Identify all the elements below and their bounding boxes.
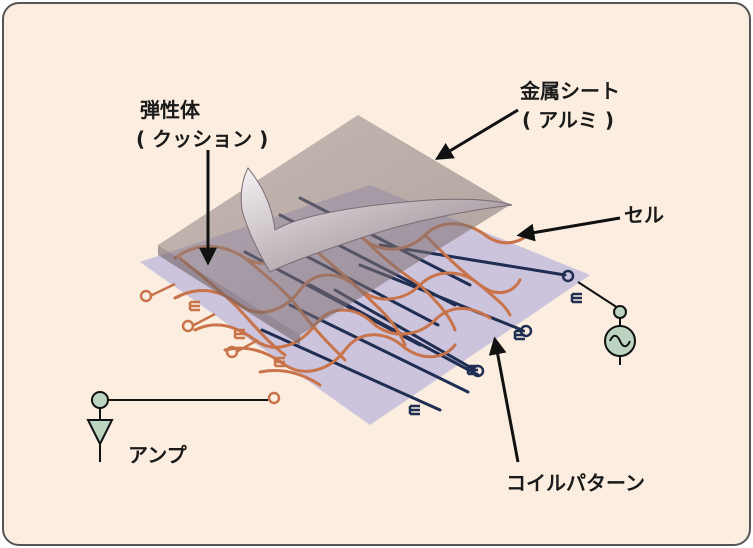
label-cell: セル (624, 203, 664, 227)
pointer-arrows (199, 108, 621, 463)
label-elastic-line2: ( クッション ) (136, 127, 268, 151)
arrow-cell (516, 216, 621, 242)
coil-terminals-navy (408, 269, 582, 416)
ac-source-node (613, 305, 627, 319)
coil-terminals-orange (139, 282, 285, 405)
arrow-metal (434, 108, 519, 160)
label-coil-pattern: コイルパターン (506, 471, 645, 495)
amplifier-icon (86, 419, 114, 447)
label-metal-line1: 金属シート (519, 79, 620, 103)
metal-sheet-edge (158, 245, 300, 345)
label-metal-line2: ( アルミ ) (522, 108, 614, 132)
label-amp: アンプ (128, 443, 188, 467)
amplifier-assembly (86, 391, 268, 462)
arrow-coil (488, 336, 520, 463)
ac-source-assembly (577, 281, 636, 365)
label-elastic-line1: 弾性体 (140, 98, 201, 122)
metal-sheet-curl (240, 167, 513, 273)
amplifier-node (91, 391, 109, 409)
